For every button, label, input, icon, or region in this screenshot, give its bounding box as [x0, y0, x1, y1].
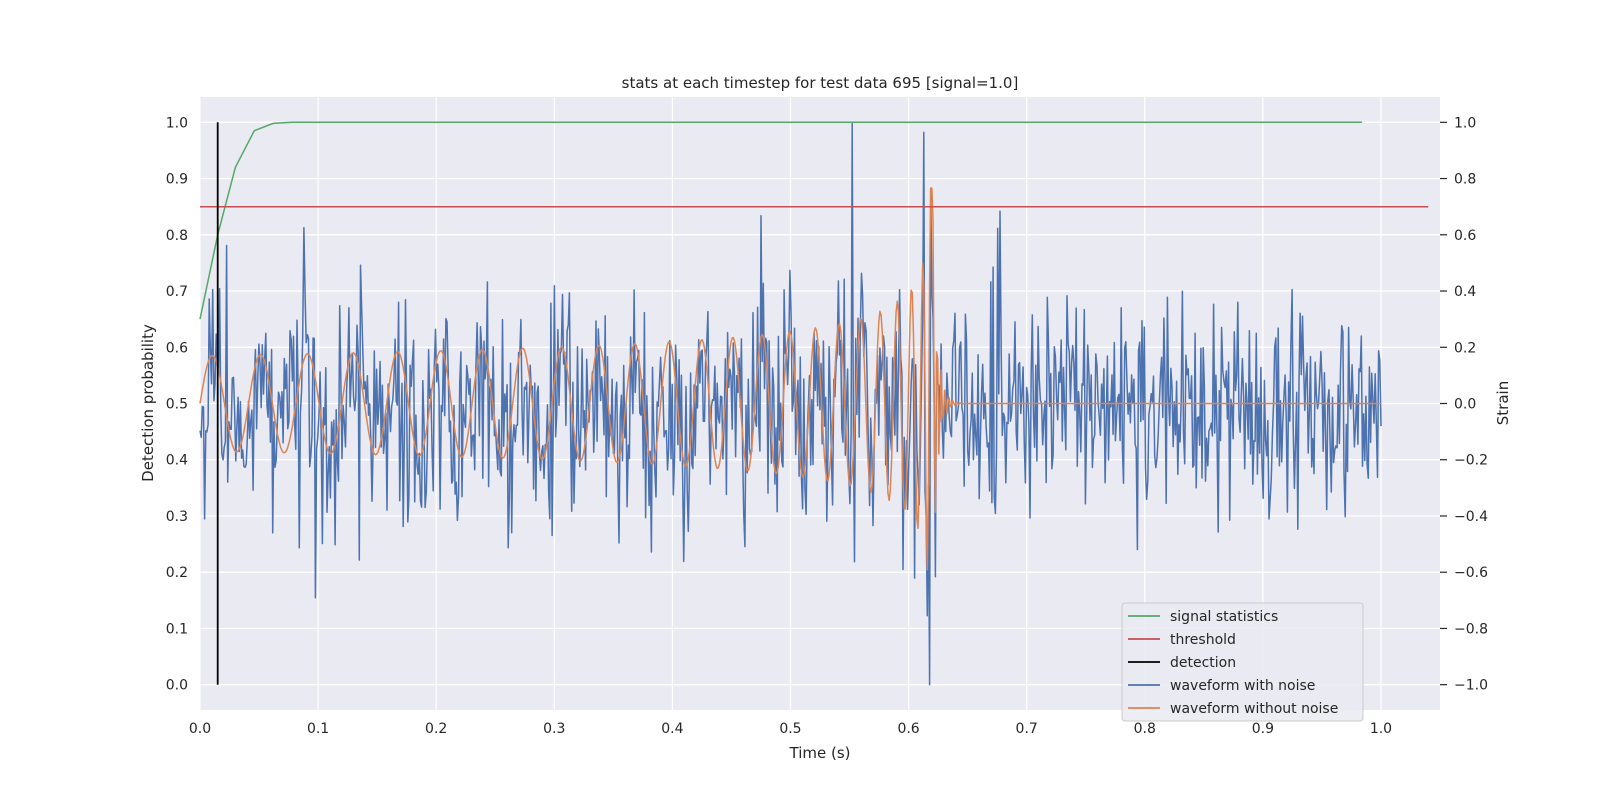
x-tick-label: 1.0	[1370, 721, 1392, 737]
legend-box	[1121, 602, 1364, 722]
y-right-tick-label: −1.0	[1454, 678, 1488, 694]
series-signal-statistics	[199, 121, 1363, 320]
y-axis-right-label: Strain	[1494, 381, 1512, 425]
y-right-tick-label: 0.2	[1454, 340, 1476, 356]
y-left-tick-label: 0.5	[166, 397, 188, 413]
x-tick-label: 0.0	[189, 721, 211, 737]
x-tick-label: 0.7	[1016, 721, 1038, 737]
y-left-tick-label: 0.8	[166, 228, 188, 244]
y-left-tick-label: 0.7	[166, 284, 188, 300]
x-tick-label: 0.3	[543, 721, 565, 737]
y-left-tick-label: 1.0	[166, 115, 188, 131]
y-left-tick-label: 0.9	[166, 172, 188, 188]
y-left-tick-label: 0.2	[166, 565, 188, 581]
x-tick-label: 0.6	[897, 721, 919, 737]
legend-label-waveform-without-noise: waveform without noise	[1170, 701, 1338, 717]
x-tick-label: 0.5	[779, 721, 801, 737]
y-right-tick-label: 0.0	[1454, 397, 1476, 413]
x-tick-label: 0.4	[661, 721, 683, 737]
legend-label-detection: detection	[1170, 655, 1236, 671]
legend-label-signal-statistics: signal statistics	[1170, 609, 1278, 625]
series-layer	[199, 121, 1429, 686]
y-right-tick-label: −0.8	[1454, 621, 1488, 637]
x-tick-label: 0.8	[1134, 721, 1156, 737]
y-right-tick-label: −0.4	[1454, 509, 1488, 525]
y-right-tick-label: −0.2	[1454, 453, 1488, 469]
legend-label-waveform-with-noise: waveform with noise	[1170, 678, 1315, 694]
chart-title: stats at each timestep for test data 695…	[622, 74, 1019, 92]
series-waveform-with-noise	[199, 121, 1382, 686]
x-axis-label: Time (s)	[789, 744, 851, 762]
legend-label-threshold: threshold	[1170, 632, 1236, 648]
series-waveform-without-noise	[199, 187, 1381, 571]
y-left-tick-label: 0.0	[166, 678, 188, 694]
y-right-tick-label: 1.0	[1454, 115, 1476, 131]
y-right-tick-label: 0.4	[1454, 284, 1476, 300]
y-right-tick-label: 0.8	[1454, 172, 1476, 188]
y-axis-left-label: Detection probability	[139, 324, 157, 482]
y-left-tick-label: 0.3	[166, 509, 188, 525]
y-left-tick-label: 0.4	[166, 453, 188, 469]
legend: signal statistics threshold detection wa…	[1121, 602, 1364, 722]
x-tick-label: 0.9	[1252, 721, 1274, 737]
y-left-tick-label: 0.1	[166, 621, 188, 637]
y-right-tick-label: −0.6	[1454, 565, 1488, 581]
x-tick-label: 0.2	[425, 721, 447, 737]
ticks: 0.0 0.1 0.2 0.3 0.4 0.5 0.6 0.7 0.8 0.9 1.0 0.0 0.1 0…	[166, 115, 1488, 737]
x-tick-label: 0.1	[307, 721, 329, 737]
y-left-tick-label: 0.6	[166, 340, 188, 356]
y-right-tick-label: 0.6	[1454, 228, 1476, 244]
